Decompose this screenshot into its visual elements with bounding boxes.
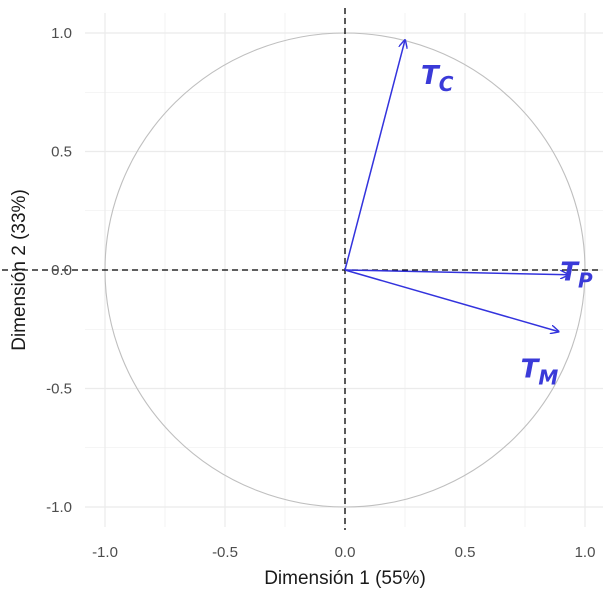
y-tick-label: -0.5 (46, 381, 72, 398)
vector-label: TP (560, 258, 593, 293)
x-tick-label: -0.5 (212, 544, 238, 561)
tick-labels: -1.0 -0.5 0.0 0.5 1.0 1.0 0.5 0.0 -0.5 -1.0 (46, 25, 595, 561)
vector-arrow (344, 269, 559, 332)
y-tick-label: 0.0 (51, 262, 72, 279)
x-tick-label: 0.0 (335, 544, 356, 561)
reference-lines (2, 8, 601, 530)
vector-arrow (344, 269, 568, 275)
x-tick-label: 1.0 (575, 544, 596, 561)
vector-label: TM (521, 355, 559, 390)
vector-label: TC (421, 61, 454, 96)
x-axis-title: Dimensión 1 (55%) (264, 568, 426, 589)
y-axis-title: Dimensión 2 (33%) (9, 189, 30, 351)
y-tick-label: 1.0 (51, 25, 72, 42)
vector-arrow (344, 40, 405, 271)
x-tick-label: 0.5 (455, 544, 476, 561)
vectors: TC TP TM (344, 40, 593, 390)
y-tick-label: 0.5 (51, 144, 72, 161)
x-tick-label: -1.0 (92, 544, 118, 561)
y-tick-label: -1.0 (46, 499, 72, 516)
